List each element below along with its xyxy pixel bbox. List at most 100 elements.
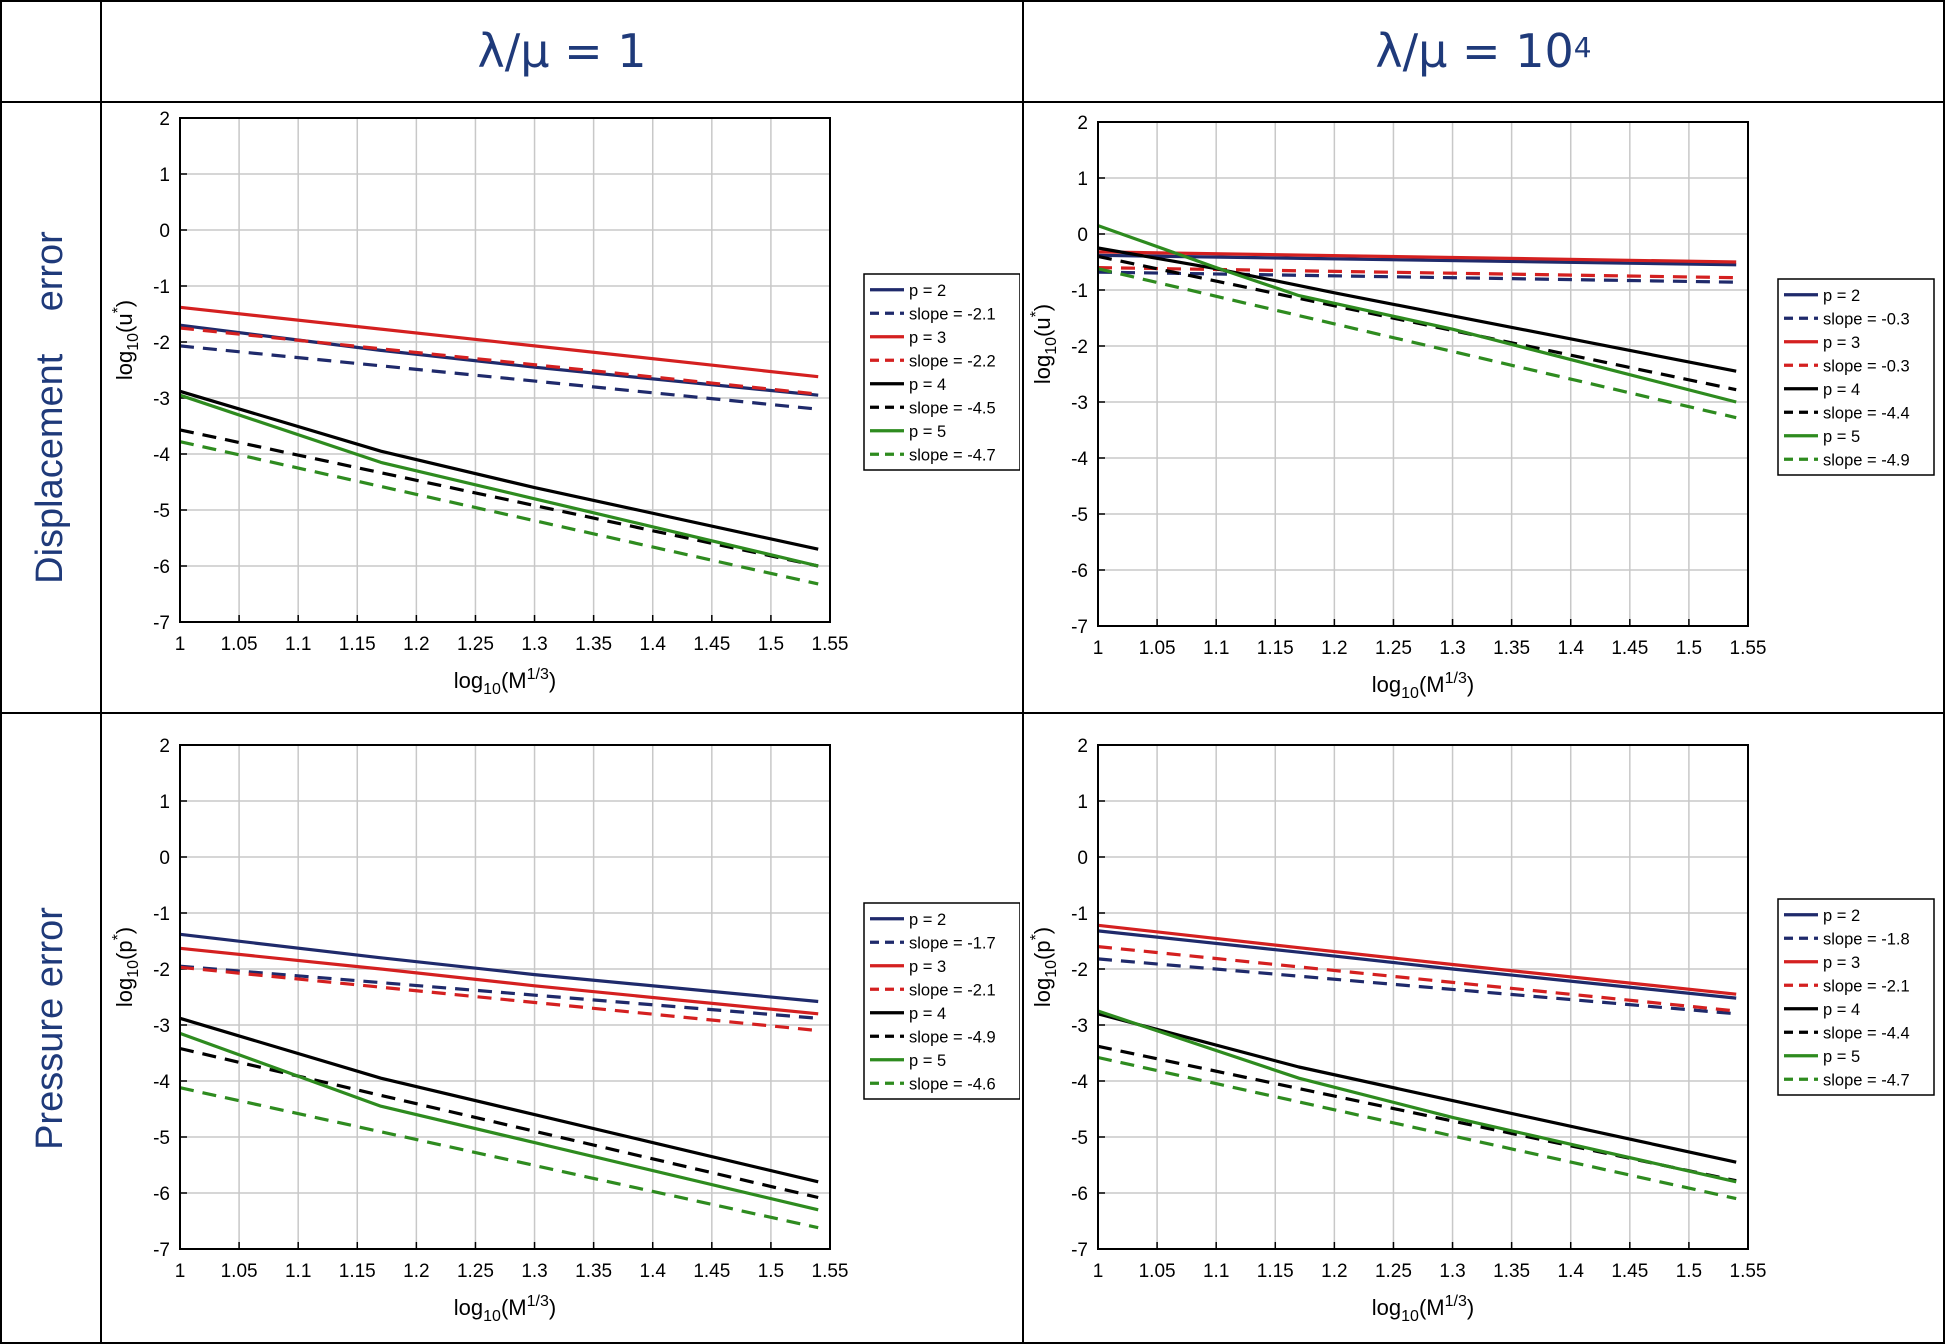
x-tick-label: 1: [1093, 1261, 1104, 1282]
series-line-1: [1097, 957, 1737, 1016]
y-tick-label: -4: [153, 445, 170, 466]
legend-label: p = 3: [1823, 954, 1860, 972]
x-tick-label: 1.25: [457, 634, 494, 655]
series-line-5: [179, 428, 819, 568]
plot-frame: [1097, 744, 1749, 1250]
x-tick-label: 1.35: [1493, 1261, 1530, 1282]
x-tick-label: 1.45: [1611, 638, 1648, 659]
series-line-6: [1097, 224, 1737, 404]
y-tick-label: -5: [153, 1128, 170, 1149]
series-line-1: [1097, 270, 1737, 284]
legend-label: slope = -2.2: [909, 352, 996, 370]
legend-box: [1777, 278, 1935, 476]
x-tick-label: 1.35: [1493, 638, 1530, 659]
x-tick-label: 1.05: [221, 634, 258, 655]
plot-frame: [1097, 121, 1749, 627]
series-line-1: [179, 344, 819, 411]
x-tick-label: 1.1: [285, 1261, 311, 1282]
column-header-lambda-mu-1: λ/μ = 1: [102, 0, 1022, 102]
column-header-lambda-mu-1e4: λ/μ = 10 4: [1024, 0, 1943, 102]
legend-label: slope = -0.3: [1823, 357, 1910, 375]
legend-label: p = 5: [909, 1052, 946, 1070]
legend-label: p = 4: [909, 1005, 946, 1023]
x-tick-label: 1.15: [1257, 1261, 1294, 1282]
plot-frame: [179, 117, 831, 623]
x-tick-label: 1.4: [640, 634, 667, 655]
y-tick-label: -2: [153, 333, 170, 354]
x-tick-label: 1.2: [1321, 638, 1347, 659]
x-tick-label: 1.55: [1730, 638, 1767, 659]
x-tick-label: 1.25: [457, 1261, 494, 1282]
legend-label: p = 5: [909, 423, 946, 441]
series-line-3: [1097, 266, 1737, 280]
x-tick-label: 1.5: [1676, 1261, 1702, 1282]
series-line-7: [1097, 1055, 1737, 1201]
row-header-text: Displacement: [29, 353, 71, 584]
legend-label: slope = -4.7: [909, 446, 996, 464]
row-header-displacement: Displacement error: [0, 103, 101, 712]
x-axis-label: log10(M1/3): [454, 1293, 556, 1325]
legend-label: p = 2: [1823, 907, 1860, 925]
x-tick-label: 1.15: [339, 634, 376, 655]
grid-line: [0, 712, 1945, 714]
x-tick-label: 1.15: [1257, 638, 1294, 659]
legend-label: slope = -2.1: [1823, 977, 1910, 995]
x-tick-label: 1.3: [521, 1261, 547, 1282]
row-header-text: Pressure error: [29, 906, 71, 1150]
x-tick-label: 1.55: [1730, 1261, 1767, 1282]
legend-label: p = 2: [909, 282, 946, 300]
row-header-text: error: [29, 231, 71, 312]
legend-label: p = 5: [1823, 1048, 1860, 1066]
y-tick-label: 2: [159, 736, 170, 757]
y-tick-label: -2: [1071, 337, 1088, 358]
x-tick-label: 1.45: [693, 1261, 730, 1282]
series-line-5: [179, 1046, 819, 1200]
x-tick-label: 1.3: [1439, 1261, 1465, 1282]
series-line-2: [1097, 923, 1737, 996]
series-line-2: [1097, 250, 1737, 264]
series-line-0: [179, 323, 819, 397]
chart-displacement-lambda1e4: 1 1.05 1.1 1.15 1.2 1.25 1.3 1.35 1.4 1.45 1.5 1.55…: [1028, 113, 1935, 702]
x-tick-label: 1.05: [221, 1261, 258, 1282]
legend-label: p = 4: [909, 376, 946, 394]
series-line-3: [179, 326, 819, 396]
legend-label: slope = -2.1: [909, 305, 996, 323]
y-tick-label: -2: [1071, 960, 1088, 981]
legend-label: p = 4: [1823, 1001, 1860, 1019]
legend-label: p = 4: [1823, 381, 1860, 399]
x-tick-label: 1.4: [640, 1261, 667, 1282]
legend-label: slope = -2.1: [909, 981, 996, 999]
y-tick-label: -7: [1071, 1240, 1088, 1261]
y-tick-label: 0: [159, 221, 170, 242]
y-tick-label: 1: [1077, 169, 1088, 190]
legend-box: [1777, 898, 1935, 1096]
legend-box: [863, 273, 1020, 471]
x-tick-label: 1.1: [1203, 1261, 1229, 1282]
series-line-0: [1097, 929, 1737, 1000]
x-tick-label: 1.15: [339, 1261, 376, 1282]
x-tick-label: 1.2: [1321, 1261, 1347, 1282]
x-tick-label: 1.5: [758, 634, 784, 655]
y-axis-label: log10(p*): [110, 927, 142, 1007]
y-tick-label: -3: [153, 1016, 170, 1037]
y-tick-label: -7: [153, 613, 170, 634]
y-tick-label: 0: [159, 848, 170, 869]
y-tick-label: -5: [1071, 1128, 1088, 1149]
legend-label: p = 2: [909, 911, 946, 929]
y-tick-label: 2: [1077, 736, 1088, 757]
legend-box: [863, 902, 1020, 1100]
series-line-4: [179, 389, 819, 551]
legend-label: p = 3: [909, 329, 946, 347]
y-axis-label: log10(p*): [1028, 927, 1060, 1007]
legend-label: slope = -4.9: [1823, 451, 1910, 469]
y-tick-label: -1: [1071, 904, 1088, 925]
column-header-sup: 4: [1573, 30, 1592, 64]
y-tick-label: 0: [1077, 225, 1088, 246]
series-line-6: [1097, 1009, 1737, 1184]
x-tick-label: 1.2: [403, 1261, 429, 1282]
column-header-text: λ/μ = 10: [1375, 24, 1574, 78]
row-header-pressure: Pressure error: [0, 714, 101, 1342]
x-tick-label: 1.25: [1375, 638, 1412, 659]
x-tick-label: 1.35: [575, 1261, 612, 1282]
column-header-text: λ/μ = 1: [477, 24, 647, 78]
